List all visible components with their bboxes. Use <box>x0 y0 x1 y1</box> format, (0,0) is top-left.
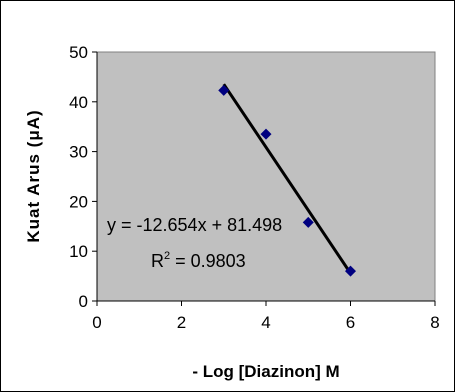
y-tick-label: 50 <box>69 43 88 62</box>
y-tick-label: 30 <box>69 143 88 162</box>
r-squared-superscript: 2 <box>164 250 170 262</box>
x-tick-label: 0 <box>92 313 101 332</box>
r-squared-label: R2 = 0.9803 <box>151 250 246 271</box>
y-tick-label: 10 <box>69 242 88 261</box>
r-squared-prefix: R <box>151 251 164 271</box>
x-tick-label: 6 <box>346 313 355 332</box>
data-point <box>218 84 230 96</box>
r-squared-value: = 0.9803 <box>170 251 246 271</box>
data-point <box>302 216 314 228</box>
x-tick-label: 4 <box>261 313 270 332</box>
series-points <box>218 84 356 277</box>
y-axis-label: Kuat Arus (μA) <box>24 109 43 242</box>
y-tick-label: 20 <box>69 192 88 211</box>
x-tick-label: 8 <box>430 313 439 332</box>
y-tick-label: 40 <box>69 93 88 112</box>
trendline <box>222 83 352 275</box>
x-axis-label: - Log [Diazinon] M <box>192 362 339 381</box>
axes <box>92 51 436 306</box>
data-point <box>260 128 272 140</box>
plot-area <box>96 51 436 302</box>
y-tick-label: 0 <box>79 292 88 311</box>
tick-labels: 0 10 20 30 40 50 0 2 4 6 8 <box>69 43 440 332</box>
trendline-group <box>222 83 352 275</box>
x-tick-label: 2 <box>177 313 186 332</box>
data-point <box>345 265 356 277</box>
equation-label: y = -12.654x + 81.498 <box>107 215 282 235</box>
